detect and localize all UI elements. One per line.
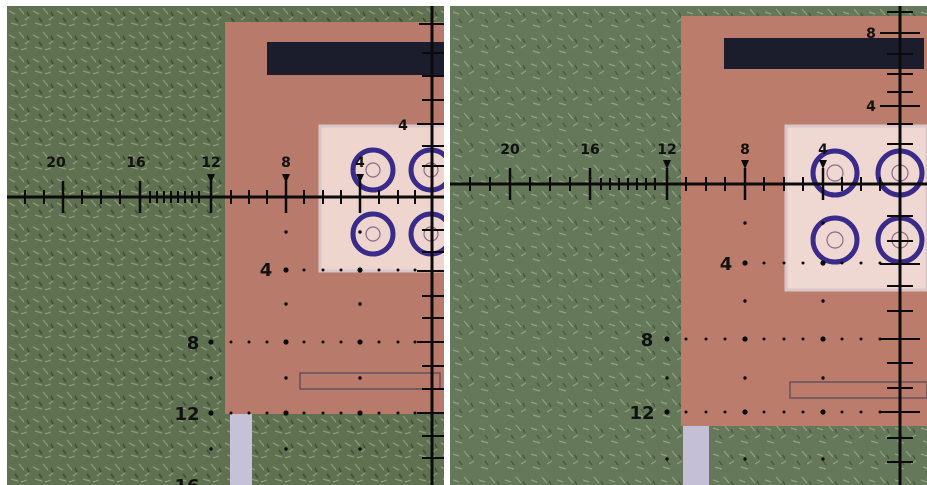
reticle [450,6,927,485]
reticle-v-label: 4 [866,99,876,115]
right-scene: 20 16 12 8 4 8 4 4 8 12 [450,6,927,485]
reticle-h-label: 8 [740,142,750,158]
reticle-triangle-marker [207,174,364,183]
board-post [683,426,709,485]
reticle-h-label: 12 [201,155,220,171]
scope-view-right: 20 16 12 8 4 8 4 4 8 12 [450,6,927,485]
reticle-h-label: 4 [355,155,365,171]
reticle-v-label: 8 [866,26,876,42]
holdover-dot-grid [664,221,882,461]
reticle-v-label: 4 [398,118,408,134]
reticle-triangle-marker [663,160,827,169]
target-ring [350,147,396,193]
target-ring [810,215,860,265]
black-bar [267,42,444,75]
reticle-h-label: 20 [46,155,66,171]
reticle [7,6,444,485]
reticle-v-label: 12 [174,404,199,425]
reticle-h-label: 16 [580,142,599,158]
left-scene: 20 16 12 8 4 4 4 8 12 16 [7,6,444,485]
reticle-v-label: 4 [260,260,273,281]
reticle-v-label: 12 [629,403,654,424]
bottom-line-guide [299,372,441,390]
reticle-v-label: 4 [720,254,733,275]
reticle-h-label: 20 [500,142,520,158]
reticle-h-label: 16 [126,155,145,171]
reticle-h-label: 4 [818,142,828,158]
board-post [230,414,252,485]
reticle-v-label: 8 [187,333,200,354]
reticle-h-label: 12 [657,142,676,158]
reticle-v-label: 16 [174,476,199,485]
reticle-v-label: 8 [641,330,654,351]
target-ring [350,211,396,257]
bottom-line-guide [789,381,927,399]
reticle-h-label: 8 [281,155,291,171]
holdover-dot-grid [208,230,417,451]
scope-view-left: 20 16 12 8 4 4 4 8 12 16 [7,6,444,485]
target-ring [810,148,860,198]
